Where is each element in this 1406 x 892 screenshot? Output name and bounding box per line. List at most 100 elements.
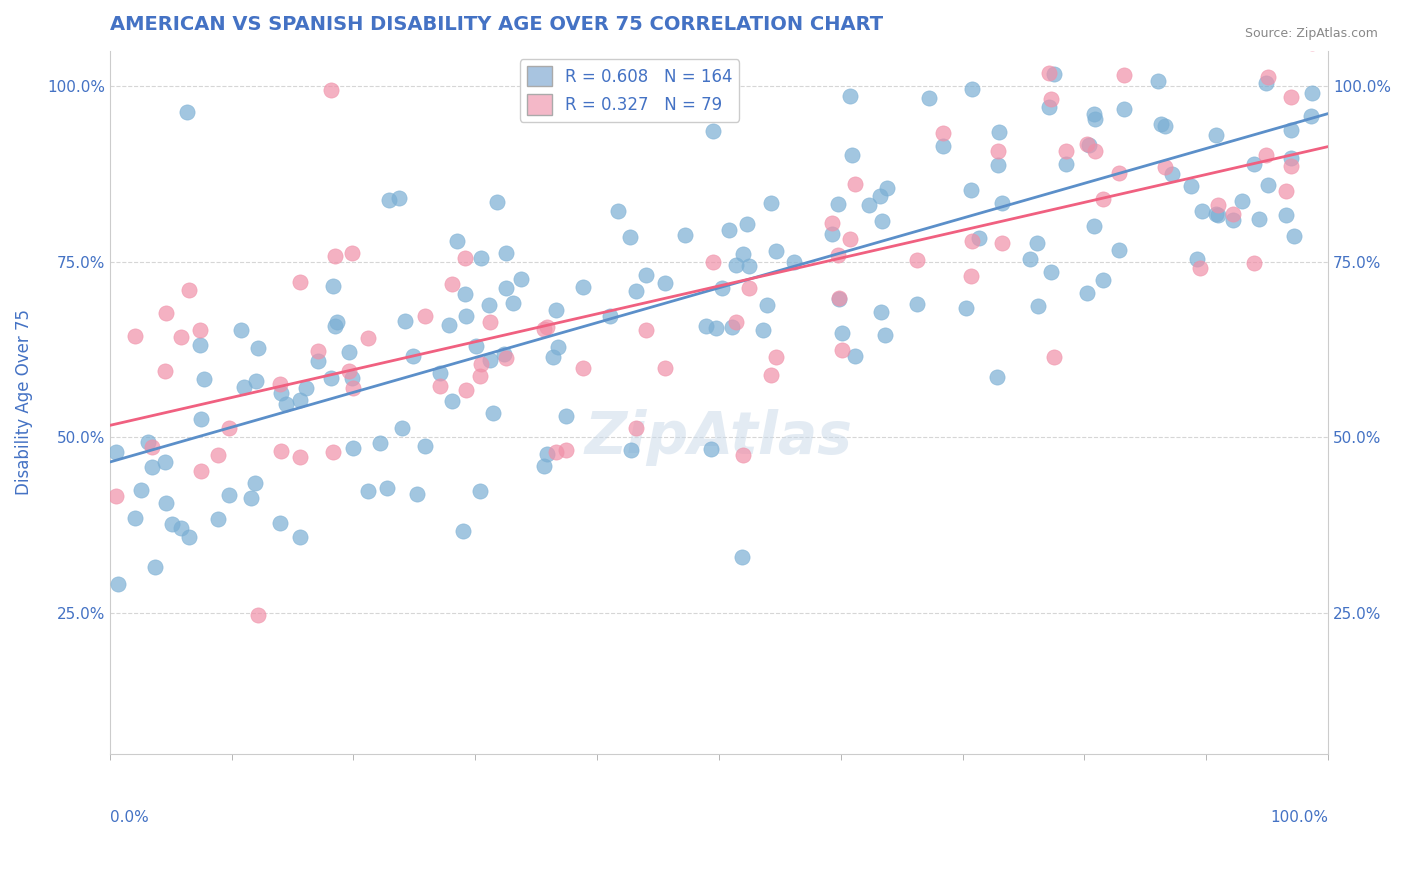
Point [733,247,755,261]
Point [533,458,555,473]
Point [932,139,955,153]
Point [962,82,984,96]
Point [1092,273,1115,287]
Point [218,421,240,435]
Point [869,188,891,202]
Point [295,381,318,395]
Legend: R = 0.608   N = 164, R = 0.327   N = 79: R = 0.608 N = 164, R = 0.327 N = 79 [520,59,740,121]
Point [439,318,461,333]
Point [1038,0,1060,11]
Point [388,191,411,205]
Point [478,298,501,312]
Point [546,302,568,317]
Point [536,319,558,334]
Point [245,374,267,388]
Point [987,144,1010,158]
Point [136,435,159,450]
Point [555,409,578,423]
Point [1232,194,1254,208]
Point [1299,109,1322,123]
Point [1275,185,1298,199]
Point [1084,112,1107,127]
Point [1077,137,1099,152]
Point [1279,159,1302,173]
Point [141,460,163,475]
Point [831,343,853,358]
Point [453,251,475,265]
Point [1095,0,1118,11]
Point [1054,157,1077,171]
Point [269,377,291,392]
Point [1243,157,1265,171]
Point [1271,0,1294,4]
Point [1206,208,1229,222]
Point [987,158,1010,172]
Point [820,216,842,230]
Point [429,366,451,380]
Point [1243,256,1265,270]
Point [337,363,360,377]
Point [454,384,477,398]
Point [218,488,240,502]
Point [1301,36,1323,50]
Point [143,560,166,574]
Point [231,323,253,337]
Point [695,318,717,333]
Point [546,444,568,458]
Point [1222,206,1244,220]
Point [337,344,360,359]
Point [1247,211,1270,226]
Point [495,351,517,366]
Point [105,489,128,503]
Point [1254,76,1277,90]
Point [405,487,427,501]
Point [634,268,657,282]
Point [153,364,176,378]
Point [607,203,630,218]
Point [288,450,311,465]
Point [107,577,129,591]
Point [188,337,211,351]
Point [751,323,773,337]
Point [1026,299,1049,313]
Point [391,421,413,435]
Point [731,549,754,564]
Point [1019,252,1042,266]
Point [481,406,503,420]
Point [357,331,380,345]
Text: Source: ZipAtlas.com: Source: ZipAtlas.com [1244,27,1378,40]
Point [239,491,262,506]
Point [572,280,595,294]
Point [960,183,983,197]
Point [839,232,862,246]
Point [155,306,177,320]
Point [1282,228,1305,243]
Point [673,228,696,243]
Point [1275,208,1298,222]
Point [875,327,897,342]
Point [323,319,346,334]
Point [735,217,758,231]
Point [738,259,761,273]
Point [413,309,436,323]
Point [1257,178,1279,193]
Point [1205,207,1227,221]
Point [322,279,344,293]
Point [270,444,292,458]
Point [247,607,270,622]
Point [1043,351,1066,365]
Point [844,349,866,363]
Point [1084,144,1107,158]
Point [1108,166,1130,180]
Point [654,361,676,376]
Point [960,269,983,284]
Point [1188,260,1211,275]
Point [177,283,200,297]
Point [451,524,474,539]
Text: 0.0%: 0.0% [110,810,149,825]
Point [755,298,778,312]
Point [541,350,564,364]
Point [1187,252,1209,266]
Point [169,521,191,535]
Point [759,196,782,211]
